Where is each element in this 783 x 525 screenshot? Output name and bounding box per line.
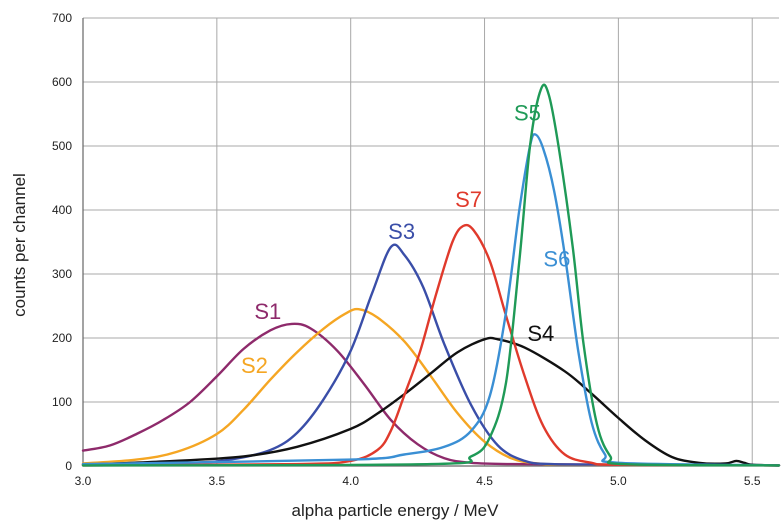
axes xyxy=(82,18,779,467)
x-tick-label: 4.0 xyxy=(342,474,359,488)
series-label-s2: S2 xyxy=(241,353,268,378)
series-line-s3 xyxy=(81,243,781,467)
series-label-s6: S6 xyxy=(543,246,570,271)
series-line-s5 xyxy=(81,83,781,467)
x-tick-label: 4.5 xyxy=(476,474,493,488)
series-label-s3: S3 xyxy=(388,219,415,244)
x-axis-title: alpha particle energy / MeV xyxy=(292,501,500,520)
y-tick-label: 700 xyxy=(52,11,72,25)
series-line-s7 xyxy=(81,223,781,467)
x-tick-label: 3.5 xyxy=(209,474,226,488)
y-axis-title: counts per channel xyxy=(10,173,29,317)
x-tick-label: 5.5 xyxy=(744,474,761,488)
y-tick-label: 100 xyxy=(52,395,72,409)
series-label-s5: S5 xyxy=(514,100,541,125)
series-lines xyxy=(81,83,781,467)
series-labels: S1 S2 S3 S7 S5 S6 S4 xyxy=(241,100,570,378)
series-label-s7: S7 xyxy=(455,187,482,212)
series-line-s1 xyxy=(81,322,781,467)
series-line-s6 xyxy=(81,133,781,467)
y-tick-label: 200 xyxy=(52,331,72,345)
series-line-s2 xyxy=(81,307,781,467)
y-tick-label: 400 xyxy=(52,203,72,217)
y-tick-label: 600 xyxy=(52,75,72,89)
series-label-s4: S4 xyxy=(527,321,554,346)
y-tick-label: 300 xyxy=(52,267,72,281)
grid xyxy=(83,17,779,466)
y-tick-label: 0 xyxy=(65,459,72,473)
tick-labels: 0 100 200 300 400 500 600 700 3.0 3.5 4.0 4.5 5.0 5.5 xyxy=(52,11,761,488)
x-tick-label: 3.0 xyxy=(75,474,92,488)
y-tick-label: 500 xyxy=(52,139,72,153)
series-line-s4 xyxy=(81,336,781,467)
series-label-s1: S1 xyxy=(254,299,281,324)
x-tick-label: 5.0 xyxy=(610,474,627,488)
